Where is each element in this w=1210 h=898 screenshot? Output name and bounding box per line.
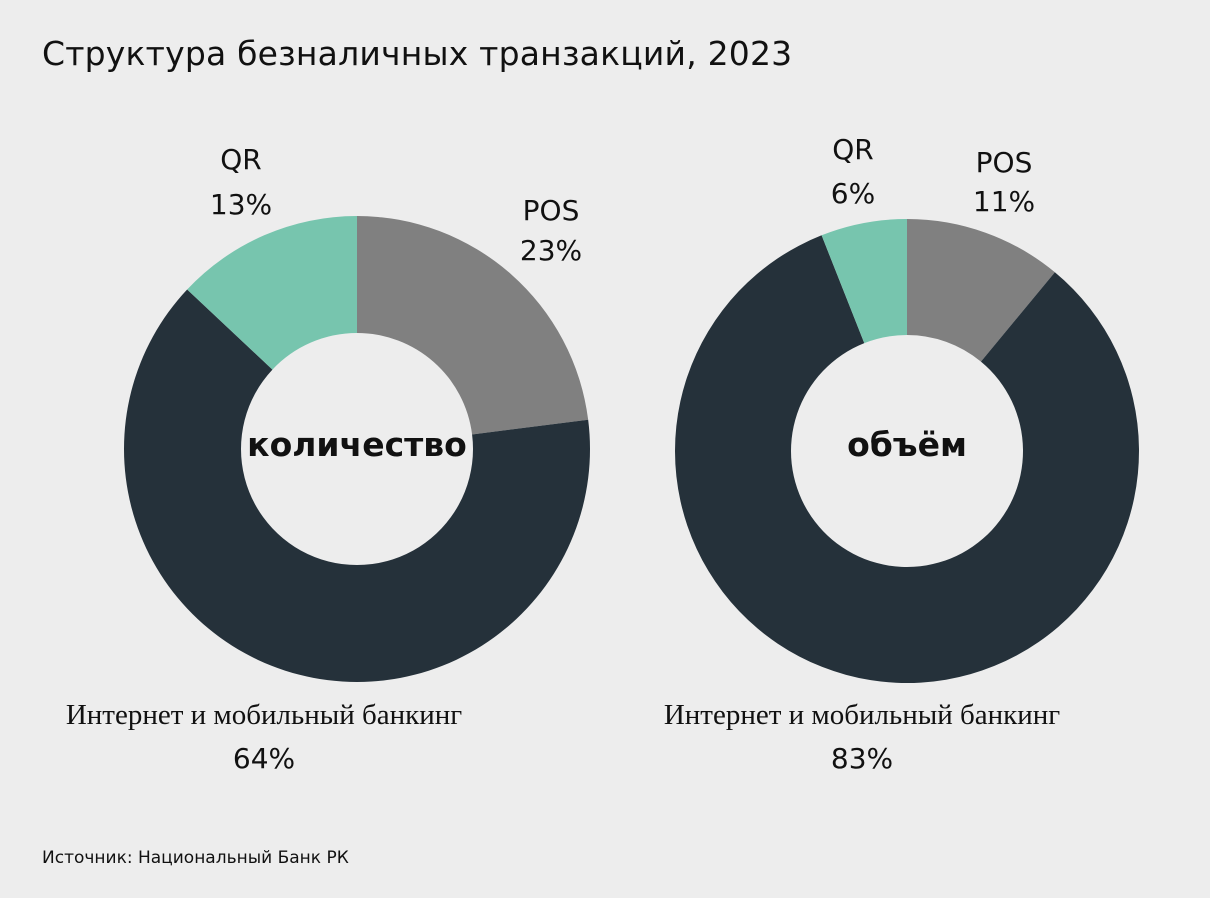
slices-count [123, 216, 591, 683]
slice-value-qr-volume: 6% [831, 177, 875, 210]
slice-internet-count [123, 289, 591, 683]
slice-internet-volume [674, 235, 1139, 684]
slice-qr-volume [821, 219, 907, 344]
slice-name-qr-volume: QR [832, 133, 874, 166]
slice-value-internet-volume: 83% [831, 742, 893, 775]
slice-value-internet-count: 64% [233, 742, 295, 775]
center-label-count: количество [247, 425, 467, 464]
slice-name-internet-count: Интернет и мобильный банкинг [66, 699, 462, 731]
slice-name-pos-count: POS [523, 194, 580, 227]
slice-value-qr-count: 13% [210, 188, 272, 221]
chart-title: Структура безналичных транзакций, 2023 [42, 34, 793, 73]
slice-name-pos-volume: POS [976, 146, 1033, 179]
slice-value-pos-count: 23% [520, 234, 582, 267]
center-label-volume: объём [847, 425, 967, 464]
slice-name-internet-volume: Интернет и мобильный банкинг [664, 699, 1060, 731]
slice-pos-volume [907, 219, 1055, 362]
slice-value-pos-volume: 11% [973, 185, 1035, 218]
donut-chart-volume: объём QR 6% POS 11% Интернет и мобильный… [664, 133, 1139, 775]
source-note: Источник: Национальный Банк РК [42, 848, 349, 868]
slice-name-qr-count: QR [220, 143, 262, 176]
donut-chart-count: количество QR 13% POS 23% Интернет и моб… [66, 143, 591, 775]
slice-pos-count [357, 216, 589, 435]
slice-qr-count [187, 216, 357, 370]
slices-volume [674, 219, 1139, 684]
